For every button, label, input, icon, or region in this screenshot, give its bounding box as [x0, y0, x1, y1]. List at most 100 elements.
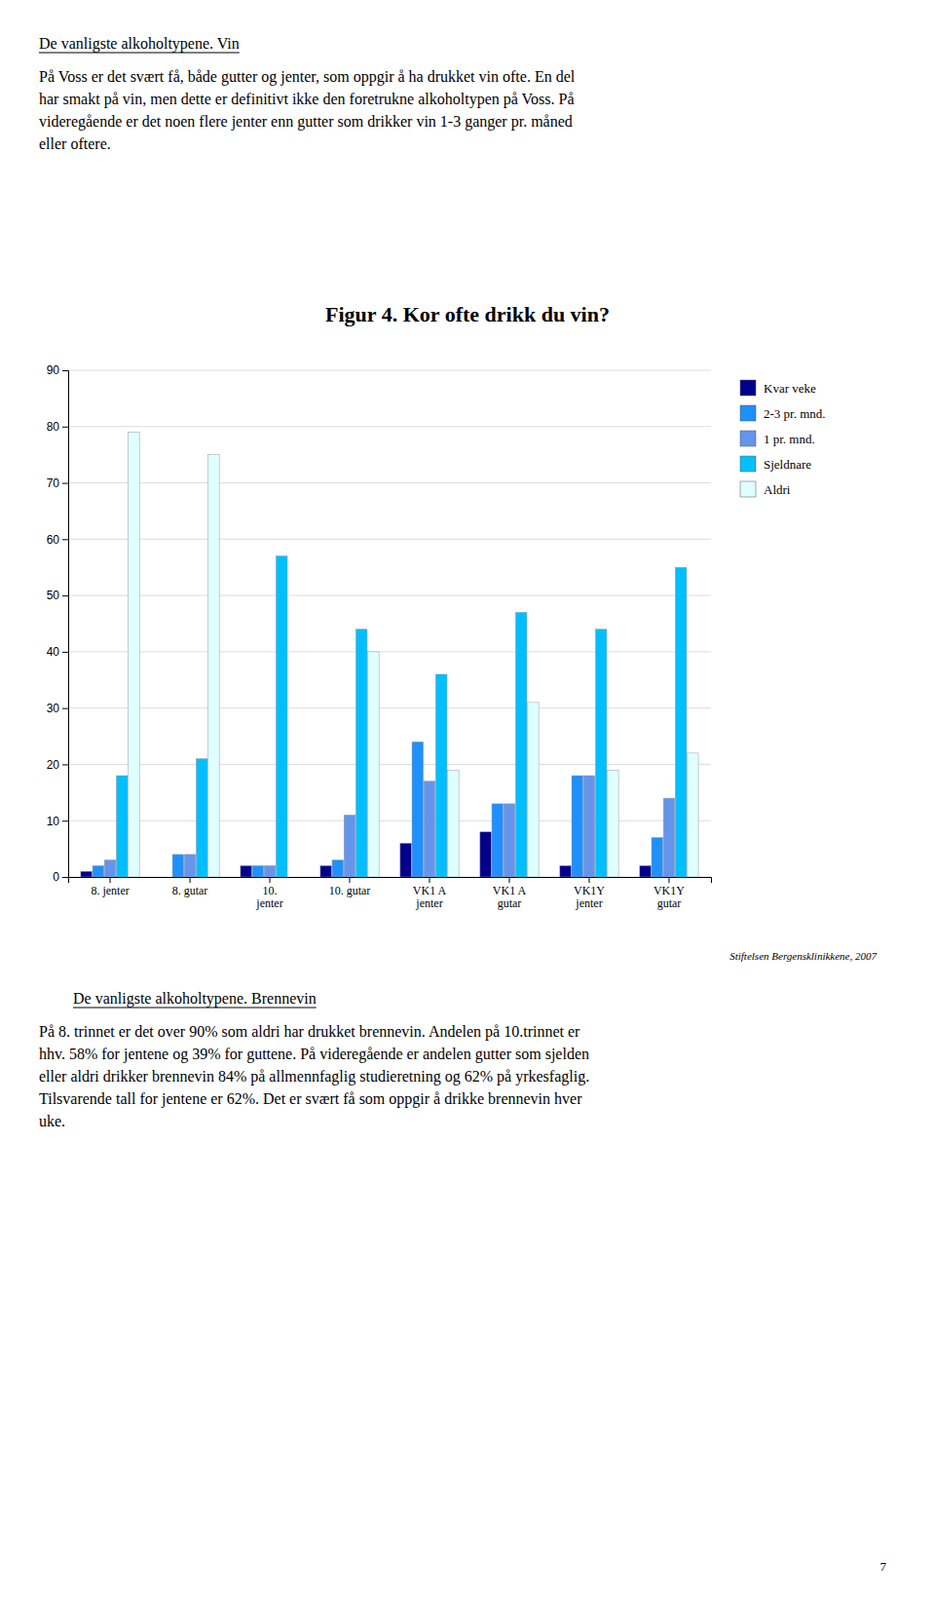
- bar: [195, 758, 208, 877]
- bar: [288, 876, 300, 878]
- bar: [332, 860, 344, 877]
- y-tick-label: 0: [52, 869, 60, 884]
- y-tick-mark: [62, 820, 69, 822]
- grid-line: [68, 595, 711, 597]
- section-body-line: eller aldri drikker brennevin 84% på all…: [38, 1067, 590, 1085]
- bar: [491, 803, 504, 877]
- section-title: De vanligste alkoholtypene. Brennevin: [73, 989, 317, 1008]
- grid-line: [68, 763, 711, 765]
- page-number: 7: [880, 1558, 888, 1573]
- x-tick-mark: [110, 876, 112, 883]
- bar: [400, 842, 412, 877]
- legend-swatch: [740, 455, 756, 472]
- bar: [515, 611, 527, 877]
- bar: [571, 775, 584, 877]
- bar: [128, 432, 141, 877]
- bar: [104, 860, 116, 877]
- legend-item: 2-3 pr. mnd.: [740, 405, 826, 421]
- bar: [595, 629, 607, 877]
- bar: [411, 741, 424, 877]
- text-section: De vanligste alkoholtypene. Brennevin På …: [38, 989, 590, 1129]
- section-body-line: På Voss er det svært få, både gutter og …: [38, 68, 576, 86]
- legend-item: 1 pr. mnd.: [740, 430, 816, 447]
- bar: [263, 864, 276, 877]
- x-tick: VK1Yjenter: [573, 876, 605, 910]
- bar: [480, 831, 492, 877]
- legend-label: 2-3 pr. mnd.: [763, 406, 826, 421]
- y-tick-mark: [62, 538, 69, 540]
- x-axis-line: [69, 877, 712, 884]
- y-tick-mark: [62, 708, 69, 710]
- bar: [184, 854, 196, 877]
- x-axis: 8. jenter8. gutar10.jenter10. gutarVK1 A…: [69, 876, 712, 910]
- x-tick-label: VK1 Ajenter: [412, 883, 448, 911]
- bar: [687, 752, 700, 877]
- section-body-line: På 8. trinnet er det over 90% som aldri …: [38, 1022, 581, 1041]
- bar: [583, 775, 596, 877]
- x-tick-label: VK1 Agutar: [492, 883, 527, 911]
- bar: [160, 876, 173, 878]
- x-tick-label: VK1Ygutar: [653, 883, 685, 911]
- y-tick-mark: [62, 763, 69, 765]
- y-tick-label: 80: [46, 419, 61, 434]
- y-tick-label: 30: [46, 701, 61, 715]
- chart-title: Figur 4. Kor ofte drikk du vin?: [325, 301, 610, 327]
- y-tick: 60: [46, 532, 69, 547]
- section-body-line: Tilsvarende tall for jentene er 62%. Det…: [38, 1089, 583, 1108]
- section-body-line: videregående er det noen flere jenter en…: [38, 112, 573, 131]
- section-title: De vanligste alkoholtypene. Vin: [38, 35, 240, 53]
- y-axis-line: [62, 371, 70, 878]
- y-tick-label: 70: [46, 476, 61, 490]
- y-tick-label: 50: [46, 588, 61, 602]
- legend-label: Sjeldnare: [763, 456, 812, 472]
- bar: [674, 566, 687, 877]
- legend-label: Aldri: [763, 482, 791, 497]
- section-title-underline: [73, 1007, 317, 1009]
- section-body-line: har smakt på vin, men dette er definitiv…: [38, 90, 575, 109]
- y-tick: 50: [46, 588, 69, 602]
- x-tick-mark: [269, 876, 271, 883]
- y-tick-label: 90: [46, 363, 61, 377]
- y-tick-mark: [62, 426, 69, 428]
- y-tick-mark: [62, 876, 69, 878]
- bar: [172, 854, 185, 877]
- grid-line: [68, 538, 711, 540]
- bar: [355, 629, 368, 877]
- y-tick-mark: [62, 595, 69, 597]
- grid-line: [68, 370, 711, 372]
- bar-series: [128, 432, 699, 877]
- x-tick: 8. jenter: [90, 876, 129, 898]
- legend-swatch: [740, 379, 756, 396]
- y-tick-label: 10: [46, 814, 61, 828]
- grid: [68, 370, 711, 877]
- bar: [651, 837, 664, 877]
- bar: [435, 673, 448, 877]
- grid-line: [68, 425, 711, 427]
- page: De vanligste alkoholtypene. Vin På Voss e…: [0, 0, 935, 1600]
- y-tick-label: 20: [46, 757, 61, 772]
- section-title-underline: [38, 52, 240, 54]
- legend-swatch: [740, 481, 756, 497]
- grid-line: [68, 482, 711, 484]
- x-tick-mark: [588, 876, 590, 883]
- bar: [607, 769, 620, 877]
- x-tick: VK1 Ajenter: [412, 876, 448, 910]
- x-tick: 8. gutar: [172, 876, 209, 898]
- bar-series: [104, 775, 674, 877]
- bar: [560, 864, 572, 877]
- bar: [92, 864, 105, 877]
- bar: [448, 769, 460, 877]
- legend-swatch: [740, 430, 756, 447]
- bar: [423, 781, 436, 877]
- x-tick-mark: [189, 876, 191, 883]
- x-tick: 10.jenter: [255, 876, 283, 910]
- bar: [368, 651, 380, 877]
- bar: [639, 864, 652, 877]
- y-tick: 10: [46, 814, 69, 828]
- y-tick-mark: [62, 483, 69, 485]
- legend-item: Kvar veke: [740, 379, 817, 396]
- legend-item: Aldri: [740, 481, 791, 497]
- bar: [343, 814, 356, 877]
- footnote: Stiftelsen Bergensklinikkene, 2007: [729, 949, 877, 962]
- section-body-line: uke.: [38, 1112, 66, 1129]
